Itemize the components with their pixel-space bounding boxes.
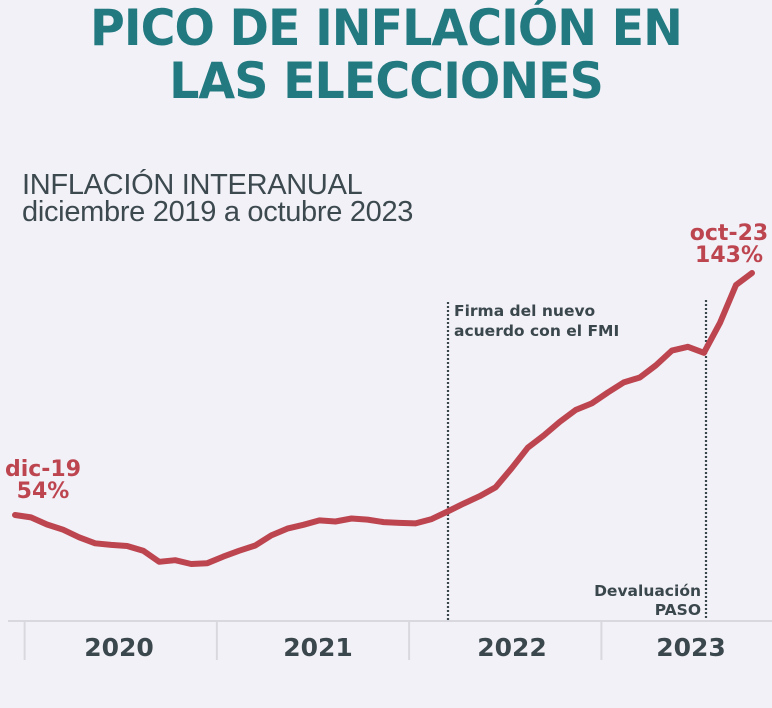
- paso-annotation-line-1: Devaluación: [594, 582, 701, 600]
- data-point-ene-22: [413, 521, 418, 526]
- data-point-dic-20: [205, 561, 210, 566]
- data-point-oct-22: [557, 419, 562, 424]
- data-point-oct-23: [750, 271, 755, 276]
- title-line-1: PICO DE INFLACIÓN EN: [90, 0, 683, 57]
- data-point-dic-22: [589, 401, 594, 406]
- data-point-sep-20: [157, 559, 162, 564]
- data-point-jul-22: [509, 466, 514, 471]
- data-point-may-20: [93, 541, 98, 546]
- chart-subtitle: INFLACIÓN INTERANUAL diciembre 2019 a oc…: [22, 169, 414, 228]
- data-point-ene-21: [221, 554, 226, 559]
- year-label-2020: 2020: [84, 633, 154, 662]
- data-point-mar-23: [637, 375, 642, 380]
- data-point-ago-23: [717, 320, 722, 325]
- data-point-oct-21: [365, 517, 370, 522]
- data-point-sep-21: [349, 516, 354, 521]
- data-point-nov-20: [189, 561, 194, 566]
- end-value-label: 143%: [695, 243, 763, 268]
- fmi-annotation-line-1: Firma del nuevo: [454, 302, 595, 320]
- data-point-sep-22: [541, 433, 546, 438]
- data-point-may-22: [477, 494, 482, 499]
- data-point-ene-20: [29, 515, 34, 520]
- x-axis: [8, 620, 772, 660]
- data-point-feb-21: [237, 548, 242, 553]
- data-point-sep-23: [733, 282, 738, 287]
- data-point-jun-21: [301, 522, 306, 527]
- year-label-2022: 2022: [477, 633, 547, 662]
- annotation-layer: [446, 300, 708, 620]
- data-point-feb-20: [45, 522, 50, 527]
- data-point-jul-23: [701, 350, 706, 355]
- start-date-label: dic-19: [5, 457, 81, 482]
- data-point-ago-22: [525, 445, 530, 450]
- data-point-dic-19: [13, 513, 18, 518]
- data-point-abr-22: [461, 501, 466, 506]
- data-point-jun-23: [685, 344, 690, 349]
- data-point-oct-20: [173, 558, 178, 563]
- data-point-jun-20: [109, 542, 114, 547]
- end-date-label: oct-23: [690, 221, 768, 246]
- data-point-abr-21: [269, 533, 274, 538]
- data-point-mar-21: [253, 543, 258, 548]
- data-point-may-21: [285, 526, 290, 531]
- data-point-mar-22: [445, 509, 450, 514]
- paso-annotation-line-2: PASO: [655, 601, 701, 619]
- title-line-2: LAS ELECCIONES: [169, 52, 604, 110]
- data-point-dic-21: [397, 520, 402, 525]
- data-point-feb-23: [621, 380, 626, 385]
- data-point-nov-21: [381, 520, 386, 525]
- data-point-jul-21: [317, 518, 322, 523]
- data-point-ene-23: [605, 390, 610, 395]
- data-point-feb-22: [429, 517, 434, 522]
- start-value-label: 54%: [17, 479, 70, 504]
- data-point-abr-23: [653, 363, 658, 368]
- data-point-abr-20: [77, 535, 82, 540]
- subtitle-line-1: INFLACIÓN INTERANUAL: [22, 169, 363, 201]
- fmi-annotation-line-2: acuerdo con el FMI: [454, 322, 619, 340]
- data-point-nov-22: [573, 407, 578, 412]
- data-point-jun-22: [493, 485, 498, 490]
- year-label-2021: 2021: [283, 633, 353, 662]
- data-point-may-23: [669, 348, 674, 353]
- data-points: [13, 271, 755, 567]
- data-point-mar-20: [61, 527, 66, 532]
- chart-title: PICO DE INFLACIÓN EN LAS ELECCIONES: [19, 2, 752, 108]
- data-point-jul-20: [125, 544, 130, 549]
- inflation-series-line: [12, 270, 755, 567]
- subtitle-line-2: diciembre 2019 a octubre 2023: [22, 196, 414, 228]
- data-point-ago-21: [333, 519, 338, 524]
- year-label-2023: 2023: [656, 633, 726, 662]
- data-point-ago-20: [141, 548, 146, 553]
